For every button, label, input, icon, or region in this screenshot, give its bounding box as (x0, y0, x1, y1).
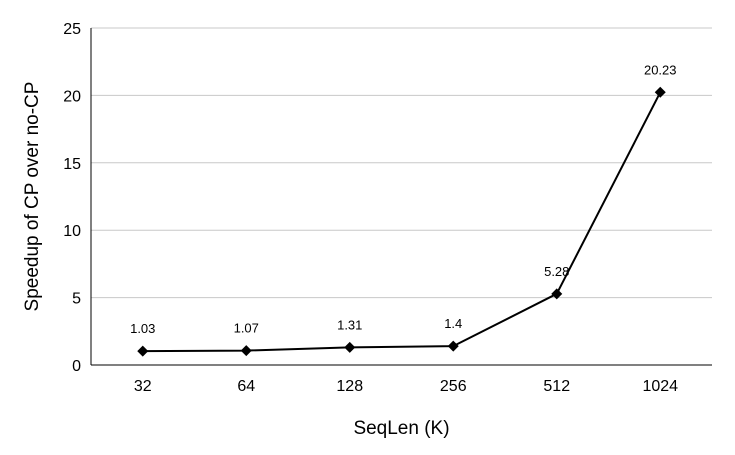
data-label: 20.23 (644, 62, 677, 77)
data-point (447, 340, 459, 352)
data-point (240, 345, 252, 357)
y-tick-label: 0 (72, 358, 81, 375)
data-label: 1.4 (444, 316, 462, 331)
y-tick-labels: 0 5 10 15 20 25 (63, 21, 81, 375)
x-axis-title: SeqLen (K) (353, 418, 449, 439)
y-tick-label: 5 (72, 291, 81, 308)
y-tick-label: 15 (63, 156, 81, 173)
x-tick-label: 512 (543, 378, 570, 395)
y-tick-label: 20 (63, 88, 81, 105)
x-tick-labels: 32 64 128 256 512 1024 (134, 378, 678, 395)
data-point (551, 288, 563, 300)
data-point (654, 86, 666, 98)
x-tick-label: 1024 (642, 378, 678, 395)
data-label: 1.31 (337, 317, 362, 332)
axes (90, 28, 712, 366)
x-tick-label: 256 (440, 378, 467, 395)
data-label: 1.03 (130, 321, 155, 336)
series-line (142, 91, 662, 353)
x-tick-label: 64 (237, 378, 255, 395)
x-tick-label: 32 (134, 378, 152, 395)
y-axis-title: Speedup of CP over no-CP (22, 82, 43, 312)
data-labels: 1.03 1.07 1.31 1.4 5.28 20.23 (130, 62, 676, 336)
data-point (344, 341, 356, 353)
y-tick-label: 10 (63, 223, 81, 240)
data-point (137, 345, 149, 357)
series (137, 86, 666, 357)
y-tick-label: 25 (63, 21, 81, 38)
data-label: 1.07 (234, 321, 259, 336)
data-label: 5.28 (544, 264, 569, 279)
x-tick-label: 128 (336, 378, 363, 395)
gridlines (91, 27, 712, 299)
